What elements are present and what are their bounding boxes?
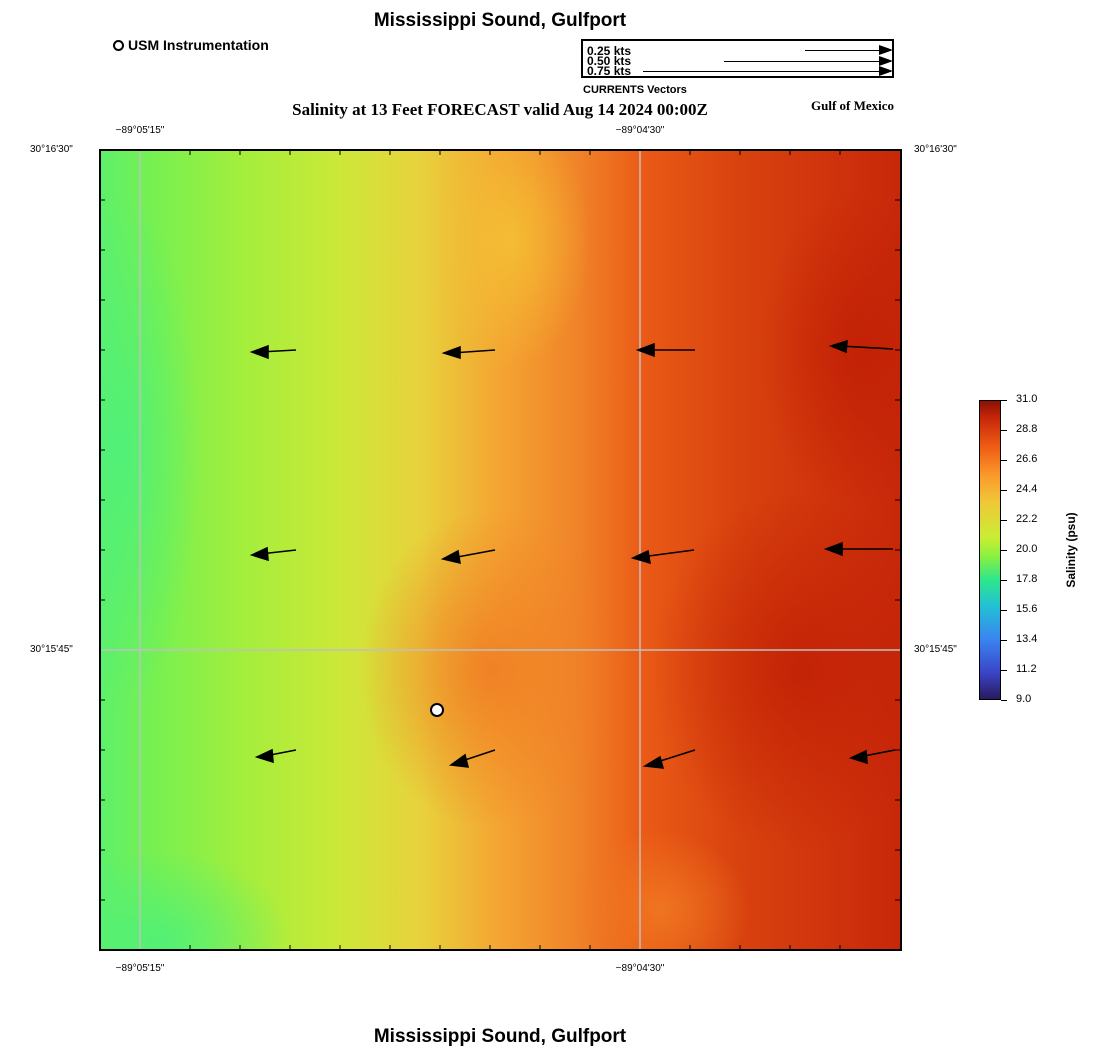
current-vector-arrow-icon (440, 549, 496, 565)
left-y-tick-label: 30°15'45" (30, 644, 73, 655)
right-y-tick-label: 30°15'45" (914, 644, 957, 655)
colorbar-tick-label: 15.6 (1016, 603, 1038, 615)
usm-instrumentation-label: USM Instrumentation (128, 37, 269, 53)
current-vector-arrow-icon (448, 749, 496, 768)
vector-legend-label-025: 0.25 kts (587, 44, 632, 58)
colorbar-tick (1001, 580, 1007, 581)
salinity-map (100, 150, 900, 950)
colorbar-tick (1001, 550, 1007, 551)
colorbar-tick-label: 22.2 (1016, 513, 1038, 525)
current-vector-arrow-icon (828, 339, 894, 354)
colorbar-tick-label: 20.0 (1016, 543, 1038, 555)
colorbar-tick-label: 28.8 (1016, 423, 1038, 435)
colorbar-tick (1001, 520, 1007, 521)
colorbar-tick (1001, 490, 1007, 491)
colorbar-tick-label: 26.6 (1016, 453, 1038, 465)
top-x-tick-label: −89°05'15" (115, 125, 165, 136)
current-vector-arrow-icon (249, 546, 297, 562)
current-vector-arrow-icon (441, 345, 496, 360)
colorbar-tick (1001, 610, 1007, 611)
usm-station-marker-icon[interactable] (430, 703, 444, 717)
current-vector-legend: 0.25 kts 0.50 kts 0.75 kts (581, 39, 894, 78)
colorbar-tick-label: 13.4 (1016, 633, 1038, 645)
colorbar-tick (1001, 700, 1007, 701)
colorbar-tick-label: 9.0 (1016, 693, 1032, 705)
colorbar-tick-label: 24.4 (1016, 483, 1038, 495)
salinity-colorbar (979, 400, 1001, 700)
vectors-caption: CURRENTS Vectors (583, 84, 687, 96)
map-title-top: Mississippi Sound, Gulfport (373, 10, 627, 31)
colorbar-tick-label: 11.2 (1016, 663, 1037, 675)
map-title-bottom: Mississippi Sound, Gulfport (373, 1026, 627, 1047)
current-vector-arrow-icon (848, 749, 896, 765)
region-label: Gulf of Mexico (811, 98, 895, 113)
vector-legend-label-075: 0.75 kts (587, 64, 632, 78)
bottom-x-tick-label: −89°04'30" (615, 963, 665, 974)
current-vector-arrow-icon (254, 748, 297, 764)
right-y-tick-label: 30°16'30" (914, 144, 957, 155)
vector-legend-arrow-icon (805, 45, 893, 55)
station-marker-icon (113, 39, 124, 51)
left-y-tick-label: 30°16'30" (30, 144, 73, 155)
current-vector-arrow-icon (823, 541, 893, 557)
colorbar-tick (1001, 460, 1007, 461)
current-vector-arrow-icon (635, 342, 695, 358)
colorbar-tick (1001, 430, 1007, 431)
colorbar-tick (1001, 400, 1007, 401)
vector-legend-arrow-icon (643, 66, 893, 76)
current-vector-arrow-icon (630, 549, 695, 565)
map-subtitle: Salinity at 13 Feet FORECAST valid Aug 1… (292, 100, 708, 119)
colorbar-tick (1001, 670, 1007, 671)
top-x-tick-label: −89°04'30" (615, 125, 665, 136)
colorbar-tick-label: 17.8 (1016, 573, 1038, 585)
colorbar-tick (1001, 640, 1007, 641)
current-vector-arrow-icon (642, 749, 696, 769)
colorbar-tick-label: 31.0 (1016, 393, 1038, 405)
vector-legend-arrow-icon (724, 56, 893, 66)
vector-legend-label-050: 0.50 kts (587, 54, 632, 68)
usm-instrumentation-legend: USM Instrumentation (113, 37, 269, 53)
bottom-x-tick-label: −89°05'15" (115, 963, 165, 974)
colorbar-title: Salinity (psu) (1064, 512, 1078, 588)
current-vector-arrow-icon (249, 344, 297, 360)
